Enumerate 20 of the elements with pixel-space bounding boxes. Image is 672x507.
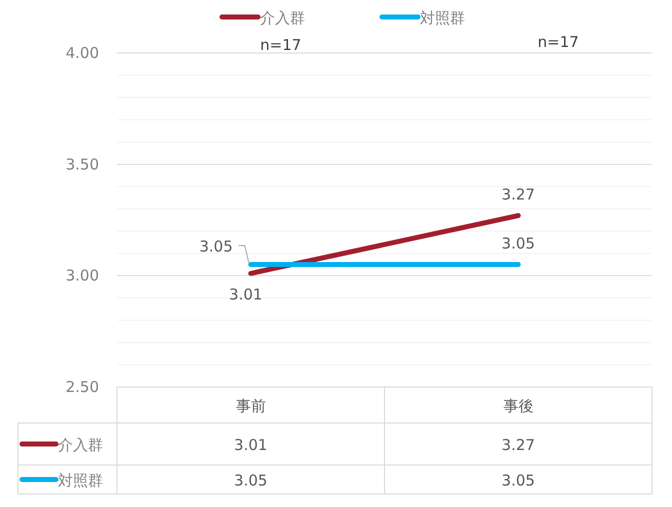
data-label: 3.01 (234, 436, 268, 454)
y-tick-label: 2.50 (66, 378, 99, 396)
legend-label: 介入群 (260, 9, 305, 27)
data-label: 3.05 (502, 472, 535, 490)
text: 3.05 (502, 234, 535, 253)
x-tick-label: 事前 (236, 397, 266, 415)
annotation: n=17 (260, 36, 302, 54)
data-label: 3.05 (234, 472, 268, 490)
y-tick-label: 4.00 (66, 44, 99, 62)
data-label: 3.27 (502, 436, 535, 454)
y-tick-label: 3.50 (66, 155, 99, 174)
text: n=17 (538, 33, 579, 51)
text: 対照群 (58, 472, 103, 490)
text: 3.01 (229, 285, 262, 304)
text: 3.27 (502, 186, 535, 204)
x-tick-label: 事後 (503, 397, 534, 415)
legend-label: 対照群 (420, 9, 465, 27)
text: 介入群 (58, 436, 103, 454)
y-tick-label: 3.00 (66, 266, 99, 285)
text: 3.05 (199, 238, 233, 256)
